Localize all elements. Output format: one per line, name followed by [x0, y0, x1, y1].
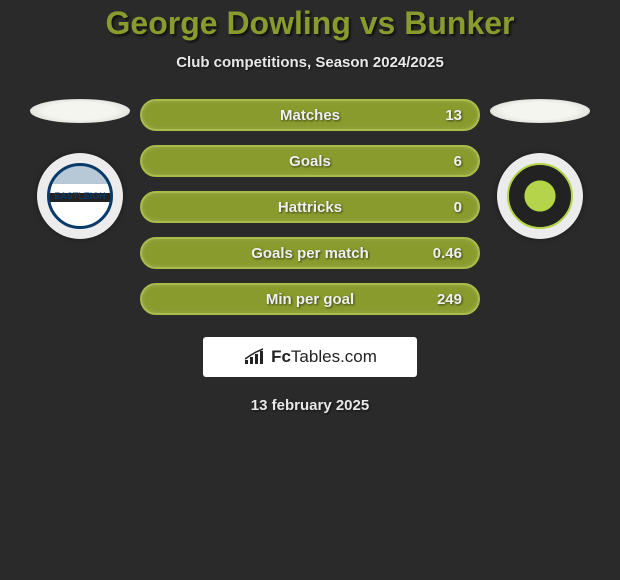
date-text: 13 february 2025	[0, 397, 620, 414]
stat-label: Goals per match	[251, 245, 369, 262]
stat-value: 6	[454, 153, 462, 170]
stat-label: Goals	[289, 153, 331, 170]
player-head-left	[30, 99, 130, 123]
branding: FcTables.com	[203, 337, 417, 377]
stat-bars: Matches 13 Goals 6 Hattricks 0 Goals per…	[140, 99, 480, 315]
stat-label: Min per goal	[266, 291, 354, 308]
logo-text: FcTables.com	[271, 347, 377, 367]
stat-bar: Goals per match 0.46	[140, 237, 480, 269]
chart-icon	[243, 348, 265, 366]
crest-label-left: EASTLEIGH	[47, 163, 113, 229]
stat-bar: Goals 6	[140, 145, 480, 177]
club-crest-left: EASTLEIGH	[37, 153, 123, 239]
subtitle: Club competitions, Season 2024/2025	[0, 54, 620, 71]
left-side: EASTLEIGH	[30, 99, 130, 239]
stat-label: Hattricks	[278, 199, 342, 216]
stat-value: 0.46	[433, 245, 462, 262]
club-crest-right: FGR	[497, 153, 583, 239]
stat-value: 249	[437, 291, 462, 308]
player-head-right	[490, 99, 590, 123]
stat-bar: Hattricks 0	[140, 191, 480, 223]
main-row: EASTLEIGH Matches 13 Goals 6 Hattricks 0…	[0, 99, 620, 315]
stat-value: 13	[445, 107, 462, 124]
stat-bar: Min per goal 249	[140, 283, 480, 315]
right-side: FGR	[490, 99, 590, 239]
crest-label-right: FGR	[507, 163, 573, 229]
stat-label: Matches	[280, 107, 340, 124]
stat-bar: Matches 13	[140, 99, 480, 131]
stat-value: 0	[454, 199, 462, 216]
comparison-card: George Dowling vs Bunker Club competitio…	[0, 0, 620, 419]
page-title: George Dowling vs Bunker	[0, 5, 620, 42]
